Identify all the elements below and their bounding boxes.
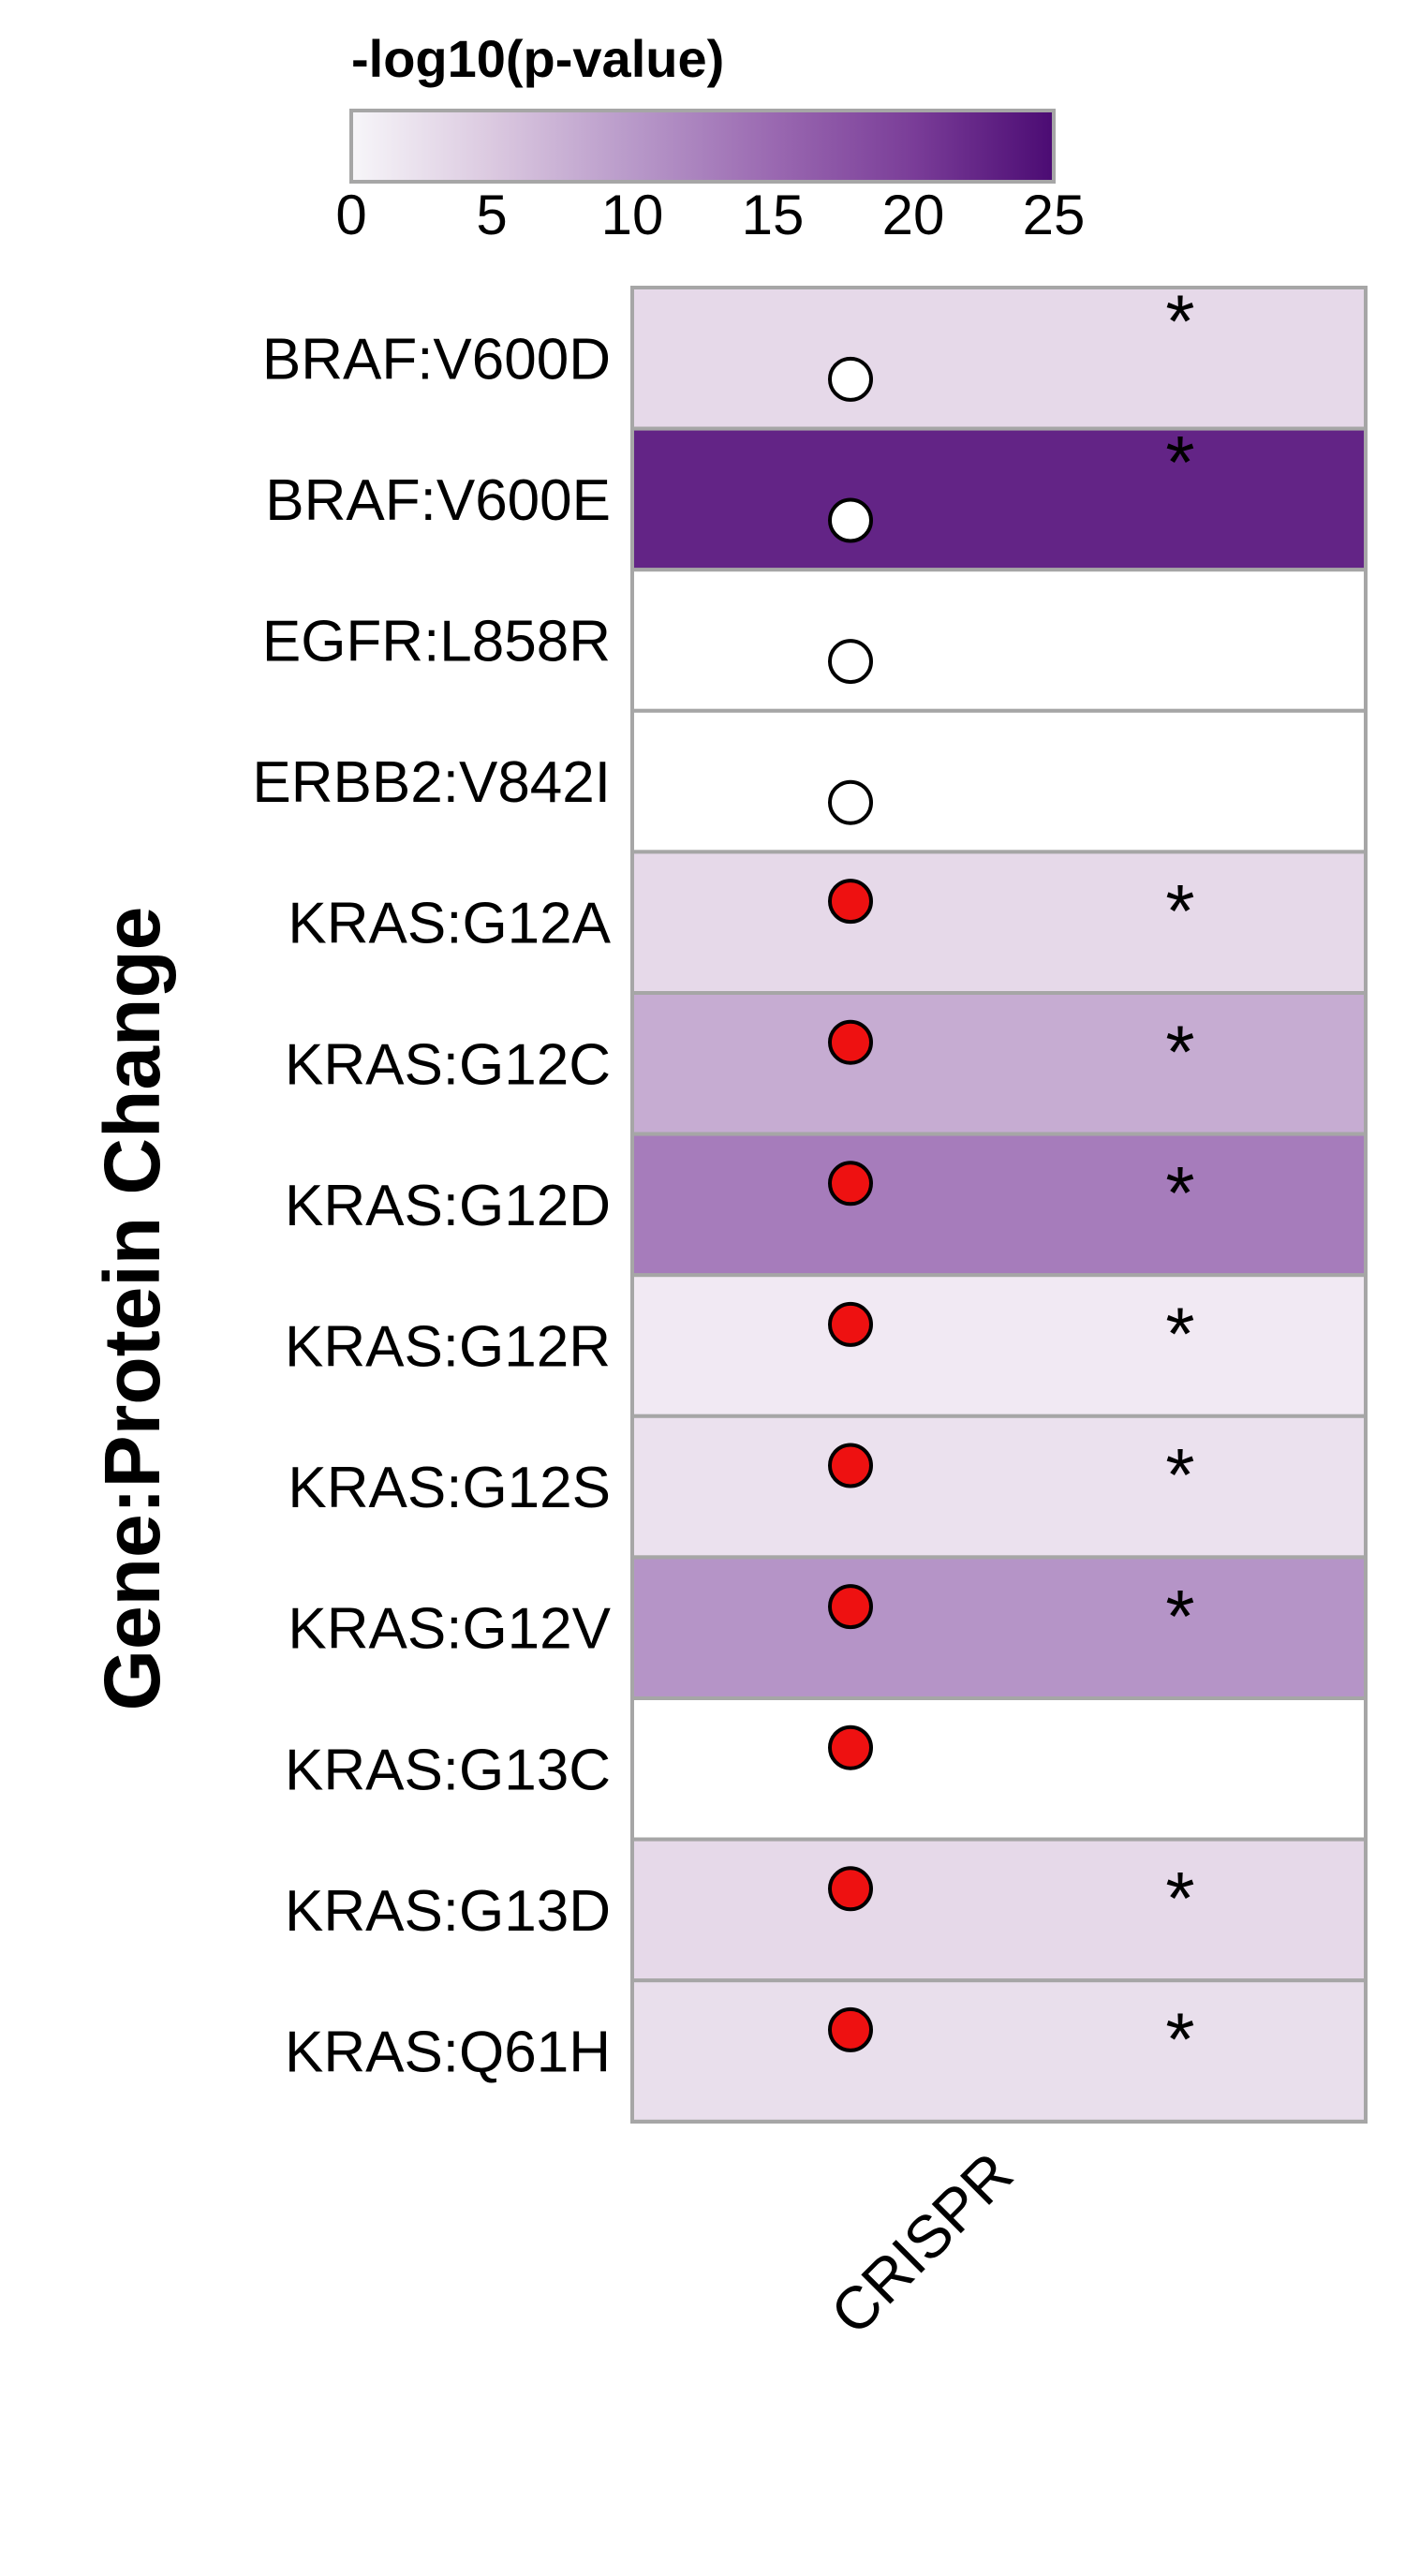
red-dot-marker (828, 2006, 873, 2052)
row-label: KRAS:G12V (288, 1597, 611, 1662)
row-label: KRAS:G13D (285, 1879, 611, 1944)
row-label: KRAS:G12S (288, 1456, 611, 1520)
heatmap-cell (630, 426, 1368, 572)
heatmap-rows (630, 286, 1368, 2124)
red-dot-marker (828, 1866, 873, 1912)
heatmap-cell (630, 568, 1368, 713)
significance-star: * (1165, 869, 1194, 953)
colorbar-title: -log10(p-value) (351, 29, 724, 88)
row-label: BRAF:V600E (265, 468, 611, 533)
colorbar-ticks: 0 5 10 15 20 25 (335, 184, 1085, 246)
white-dot-marker (828, 497, 873, 543)
colorbar-tick-label: 10 (601, 184, 664, 246)
row-label: EGFR:L858R (262, 610, 611, 674)
red-dot-marker (828, 1725, 873, 1770)
heatmap-cell (630, 1132, 1368, 1278)
colorbar-tick-label: 20 (882, 184, 945, 246)
row-label: BRAF:V600D (262, 327, 611, 392)
row-label: KRAS:G12A (288, 892, 611, 956)
heatmap-cell (630, 850, 1368, 996)
significance-stars: * * * * * * * * * * (1165, 279, 1194, 2080)
heatmap-cell (630, 991, 1368, 1136)
row-label: KRAS:G12D (285, 1174, 611, 1238)
red-dot-marker (828, 879, 873, 925)
row-label: KRAS:G12C (285, 1032, 611, 1097)
y-axis-title: Gene:Protein Change (88, 907, 176, 1711)
significance-star: * (1165, 1151, 1194, 1235)
heatmap-border (630, 286, 1368, 2124)
colorbar (349, 109, 1056, 184)
row-label: KRAS:G12R (285, 1315, 611, 1380)
significance-star: * (1165, 1998, 1194, 2081)
heatmap-cell (630, 1978, 1368, 2124)
white-dot-marker (828, 639, 873, 685)
heatmap-cell (630, 1555, 1368, 1701)
significance-star: * (1165, 1857, 1194, 1940)
colorbar-tick-label: 5 (476, 184, 507, 246)
significance-star: * (1165, 421, 1194, 504)
row-label: ERBB2:V842I (252, 750, 611, 815)
red-dot-marker (828, 1584, 873, 1630)
significance-star: * (1165, 1293, 1194, 1376)
red-dot-marker (828, 1443, 873, 1488)
indicator-dots (828, 356, 873, 2052)
heatmap-cell (630, 286, 1368, 431)
row-labels: BRAF:V600D BRAF:V600E EGFR:L858R ERBB2:V842… (252, 327, 611, 2084)
column-label-crispr: CRISPR (818, 2139, 1026, 2347)
white-dot-marker (828, 779, 873, 825)
row-label: KRAS:Q61H (285, 2021, 611, 2085)
red-dot-marker (828, 1301, 873, 1347)
colorbar-tick-label: 0 (335, 184, 366, 246)
significance-star: * (1165, 279, 1194, 363)
red-dot-marker (828, 1161, 873, 1207)
colorbar-tick-label: 15 (742, 184, 805, 246)
significance-star: * (1165, 1010, 1194, 1093)
heatmap-cell (630, 1273, 1368, 1418)
heatmap-cell (630, 1414, 1368, 1560)
row-label: KRAS:G13C (285, 1738, 611, 1802)
heatmap-cell (630, 1837, 1368, 1983)
significance-star: * (1165, 1433, 1194, 1517)
heatmap-cell (630, 708, 1368, 854)
white-dot-marker (828, 356, 873, 402)
colorbar-tick-label: 25 (1023, 184, 1086, 246)
significance-star: * (1165, 1575, 1194, 1658)
heatmap-cell (630, 1696, 1368, 1842)
red-dot-marker (828, 1019, 873, 1065)
